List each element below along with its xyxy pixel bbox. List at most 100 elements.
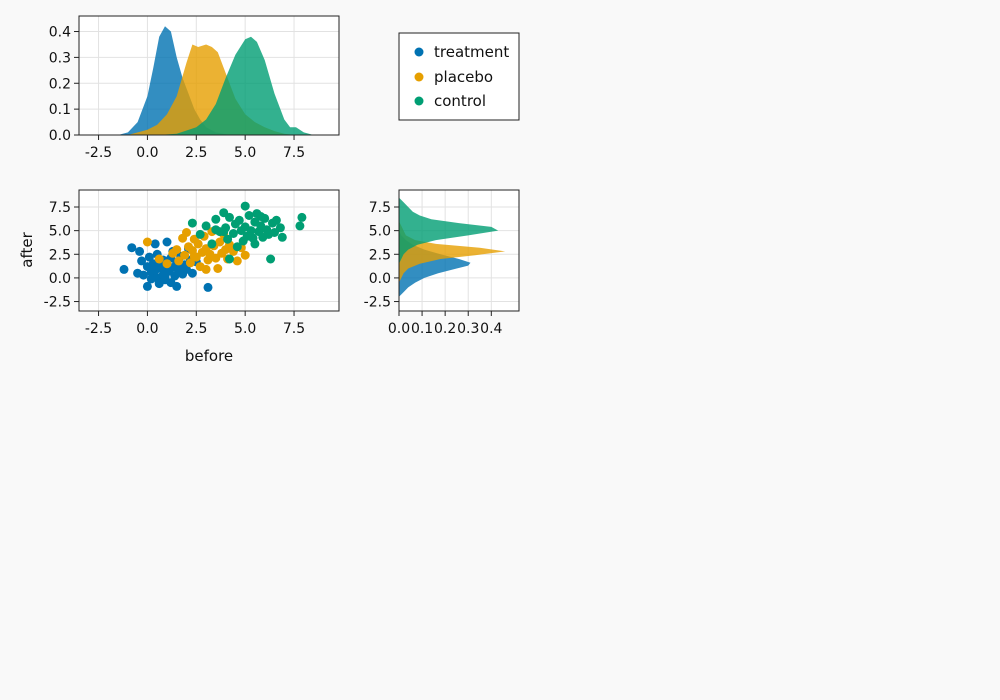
scatter-x-tick-label: 2.5 — [185, 321, 207, 337]
top-density-panel: -2.5 0.0 2.5 5.0 7.5 0.0 0.1 0.2 0.3 0.4 — [49, 15, 340, 161]
scatter-x-tick-label: 0.0 — [136, 321, 158, 337]
top-density-x-tick-label: -2.5 — [85, 145, 112, 161]
scatter-point-placebo — [240, 250, 250, 260]
right-density-y-tick-label: -2.5 — [364, 295, 391, 311]
scatter-series — [119, 201, 307, 292]
scatter-point-treatment — [139, 270, 148, 280]
scatter-point-control — [277, 232, 287, 242]
density-area-control — [157, 36, 314, 136]
scatter-point-control — [225, 254, 234, 264]
scatter-point-control — [297, 212, 307, 222]
scatter-point-placebo — [182, 228, 191, 237]
top-density-x-ticks: -2.5 0.0 2.5 5.0 7.5 — [85, 135, 305, 161]
right-density-panel: 0.0 0.1 0.2 0.3 0.4 -2.50.02.55.07.5 — [364, 189, 520, 337]
top-density-x-tick-label: 5.0 — [234, 145, 256, 161]
scatter-point-placebo — [213, 264, 223, 273]
right-density-y-tick-label: 5.0 — [369, 224, 391, 240]
scatter-point-control — [295, 221, 305, 231]
scatter-y-ticks: -2.5 0.0 2.5 5.0 7.5 — [44, 200, 79, 311]
right-density-x-ticks: 0.0 0.1 0.2 0.3 0.4 — [388, 311, 503, 337]
right-density-x-tick-label: 0.1 — [411, 321, 433, 337]
legend-label-treatment: treatment — [434, 43, 509, 61]
scatter-y-tick-label: 5.0 — [49, 224, 71, 240]
scatter-point-treatment — [144, 252, 154, 262]
scatter-point-placebo — [172, 245, 182, 255]
scatter-point-placebo — [180, 250, 190, 260]
scatter-point-treatment — [162, 237, 172, 247]
scatter-point-control — [232, 242, 242, 252]
scatter-point-treatment — [142, 281, 152, 291]
scatter-point-control — [187, 218, 197, 228]
legend: treatment placebo control — [398, 32, 520, 121]
scatter-x-tick-label: 7.5 — [283, 321, 305, 337]
scatter-point-control — [201, 221, 211, 231]
right-density-frame — [398, 189, 520, 312]
scatter-point-treatment — [150, 239, 160, 249]
scatter-point-control — [219, 227, 229, 237]
density-area-placebo — [127, 44, 295, 135]
top-density-y-ticks: 0.0 0.1 0.2 0.3 0.4 — [49, 25, 79, 144]
legend-label-control: control — [434, 92, 486, 110]
scatter-point-placebo — [174, 256, 184, 266]
scatter-x-tick-label: 5.0 — [234, 321, 256, 337]
scatter-point-placebo — [142, 237, 152, 247]
scatter-point-placebo — [232, 256, 242, 266]
scatter-point-control — [266, 254, 276, 264]
scatter-point-treatment — [146, 274, 156, 284]
top-density-y-tick-label: 0.2 — [49, 76, 71, 92]
scatter-point-control — [275, 223, 285, 233]
scatter-point-control — [223, 234, 233, 244]
top-density-x-tick-label: 7.5 — [283, 145, 305, 161]
scatter-point-placebo — [189, 251, 199, 261]
scatter-point-control — [207, 239, 217, 249]
scatter-point-control — [211, 214, 221, 224]
density-area-control — [399, 197, 499, 264]
legend-item-treatment: treatment — [414, 43, 509, 61]
top-density-x-tick-label: 2.5 — [185, 145, 207, 161]
scatter-point-placebo — [215, 237, 225, 247]
right-density-y-tick-label: 2.5 — [369, 247, 391, 263]
scatter-point-treatment — [150, 265, 160, 275]
scatter-x-tick-label: -2.5 — [85, 321, 112, 337]
legend-label-placebo: placebo — [434, 68, 493, 86]
scatter-x-ticks: -2.5 0.0 2.5 5.0 7.5 — [85, 311, 305, 337]
scatter-point-placebo — [201, 264, 211, 274]
density-area-treatment — [118, 26, 236, 135]
right-density-x-tick-label: 0.2 — [434, 321, 456, 337]
scatter-panel: -2.5 0.0 2.5 5.0 7.5 -2.5 0.0 2.5 5.0 7.5 before… — [18, 189, 340, 365]
scatter-point-treatment — [137, 256, 147, 266]
legend-item-control: control — [414, 92, 486, 110]
scatter-point-treatment — [119, 264, 129, 274]
scatter-point-control — [225, 212, 234, 222]
scatter-point-control — [256, 212, 266, 221]
right-density-x-tick-label: 0.4 — [480, 321, 502, 337]
right-density-x-tick-label: 0.0 — [388, 321, 410, 337]
scatter-point-control — [195, 229, 205, 239]
scatter-point-control — [244, 211, 254, 220]
top-density-y-tick-label: 0.4 — [49, 25, 71, 41]
scatter-y-tick-label: -2.5 — [44, 295, 71, 311]
scatter-point-treatment — [135, 246, 145, 256]
scatter-frame — [78, 189, 340, 312]
scatter-point-treatment — [203, 282, 213, 292]
scatter-point-placebo — [154, 254, 164, 264]
legend-marker-treatment — [414, 47, 424, 57]
scatter-point-treatment — [127, 243, 137, 253]
scatter-point-placebo — [185, 258, 195, 268]
right-density-series — [399, 197, 506, 297]
top-density-y-tick-label: 0.1 — [49, 102, 71, 118]
top-density-x-tick-label: 0.0 — [136, 145, 158, 161]
legend-item-placebo: placebo — [414, 68, 493, 86]
legend-marker-placebo — [414, 72, 424, 82]
scatter-point-placebo — [162, 259, 172, 269]
top-density-y-tick-label: 0.3 — [49, 50, 71, 66]
scatter-point-control — [240, 201, 250, 211]
scatter-y-label: after — [18, 231, 36, 267]
scatter-point-control — [234, 215, 244, 225]
scatter-x-label: before — [185, 347, 233, 365]
scatter-point-treatment — [172, 281, 182, 291]
right-density-x-tick-label: 0.3 — [457, 321, 479, 337]
scatter-point-control — [228, 229, 238, 238]
top-density-series — [118, 26, 314, 136]
